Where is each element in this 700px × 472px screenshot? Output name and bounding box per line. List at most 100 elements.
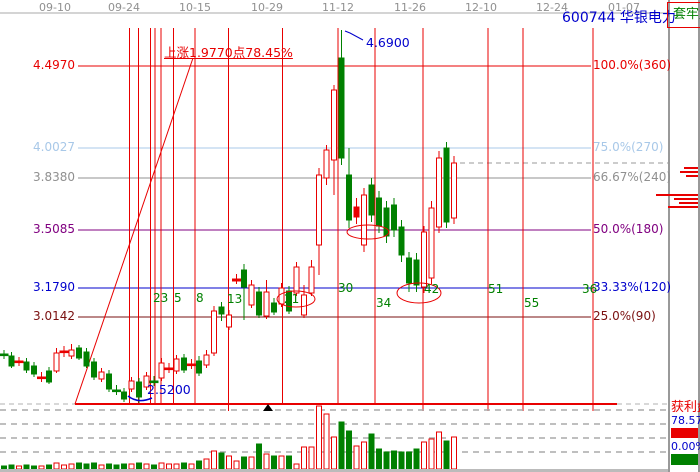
volume-bar[interactable] [361,441,367,470]
candlestick[interactable] [196,360,202,374]
volume-bar[interactable] [1,465,7,470]
volume-bar[interactable] [436,431,442,470]
volume-bar[interactable] [211,450,217,470]
volume-bar[interactable] [23,464,30,470]
candlestick[interactable] [361,194,367,246]
candlestick[interactable] [211,310,217,354]
volume-bar[interactable] [128,463,135,470]
candlestick[interactable] [149,380,159,384]
candlestick[interactable] [346,174,352,221]
volume-bar[interactable] [16,465,22,470]
low-price-annotation[interactable]: 2.5200 [147,382,191,397]
volume-bar[interactable] [188,463,195,470]
volume-bar[interactable] [338,421,345,470]
volume-bar[interactable] [428,438,435,470]
candlestick[interactable] [391,204,397,231]
highlight-ellipse[interactable] [346,224,390,240]
candlestick[interactable] [83,351,90,367]
volume-bar[interactable] [196,460,202,470]
candlestick[interactable] [8,355,15,367]
volume-bar[interactable] [233,460,240,470]
candlestick[interactable] [76,347,82,359]
volume-bar[interactable] [301,446,307,470]
volume-bar[interactable] [406,451,412,470]
candlestick[interactable] [91,361,97,378]
candlestick[interactable] [413,259,420,286]
candlestick[interactable] [383,207,390,237]
volume-bar[interactable] [181,462,187,470]
candlestick[interactable] [443,147,450,223]
volume-bar[interactable] [316,405,322,470]
candlestick[interactable] [31,365,37,375]
volume-bar[interactable] [173,463,180,470]
volume-bar[interactable] [166,463,172,470]
candlestick[interactable] [286,290,292,312]
highlight-ellipse[interactable] [276,290,316,308]
candlestick[interactable] [128,380,135,390]
volume-bar[interactable] [151,464,157,470]
candlestick[interactable] [376,197,382,227]
candlestick[interactable] [158,362,165,379]
volume-bar[interactable] [8,464,15,470]
volume-bar[interactable] [203,458,210,470]
candlestick[interactable] [187,363,196,367]
volume-bar[interactable] [286,455,292,470]
candlestick[interactable] [226,314,232,328]
volume-bar[interactable] [68,463,75,470]
highlight-ellipse[interactable] [396,282,442,304]
candlestick[interactable] [248,284,255,306]
volume-bar[interactable] [46,464,52,470]
candlestick[interactable] [316,174,322,246]
candlestick[interactable] [451,162,457,219]
trapped-shares-box[interactable] [667,2,700,28]
volume-bar[interactable] [368,433,375,470]
volume-bar[interactable] [383,451,390,470]
candlestick[interactable] [0,353,9,357]
volume-bar[interactable] [451,436,457,470]
candlestick[interactable] [256,291,262,316]
volume-bar[interactable] [331,436,337,470]
candlestick[interactable] [436,157,442,228]
volume-bar[interactable] [98,464,105,470]
candlestick[interactable] [331,89,337,161]
volume-bar[interactable] [413,448,420,470]
candlestick[interactable] [14,360,24,364]
candlestick[interactable] [398,226,405,256]
candlestick[interactable] [368,184,375,216]
candlestick[interactable] [112,389,121,393]
candlestick[interactable] [293,266,300,294]
volume-bar[interactable] [218,452,225,470]
candlestick[interactable] [181,357,187,371]
candlestick[interactable] [23,361,30,371]
volume-bar[interactable] [391,450,397,470]
volume-bar[interactable] [248,456,255,470]
rally-annotation[interactable]: 上涨1.9770点78.45% [164,45,293,60]
peak-price-annotation[interactable]: 4.6900 [366,35,410,50]
volume-bar[interactable] [346,430,352,470]
candlestick[interactable] [37,376,46,380]
candlestick[interactable] [241,269,247,288]
candlestick[interactable] [428,207,435,279]
volume-bar[interactable] [38,465,45,470]
volume-bar[interactable] [308,446,315,470]
volume-bar[interactable] [158,462,165,470]
candlestick[interactable] [338,57,345,159]
candlestick[interactable] [106,373,112,390]
candlestick[interactable] [136,381,142,398]
candlestick[interactable] [68,349,75,357]
volume-bar[interactable] [113,464,120,470]
volume-bar[interactable] [271,455,277,470]
volume-bar[interactable] [398,451,405,470]
volume-bar[interactable] [106,463,112,470]
volume-bar[interactable] [353,445,360,470]
volume-bar[interactable] [136,462,142,470]
volume-bar[interactable] [143,463,150,470]
candlestick[interactable] [323,149,330,179]
volume-bar[interactable] [263,453,270,470]
volume-bar[interactable] [323,413,330,470]
volume-bar[interactable] [278,455,285,470]
volume-bar[interactable] [53,462,60,470]
candlestick[interactable] [203,354,210,366]
volume-bar[interactable] [293,463,300,470]
candlestick[interactable] [301,294,307,316]
